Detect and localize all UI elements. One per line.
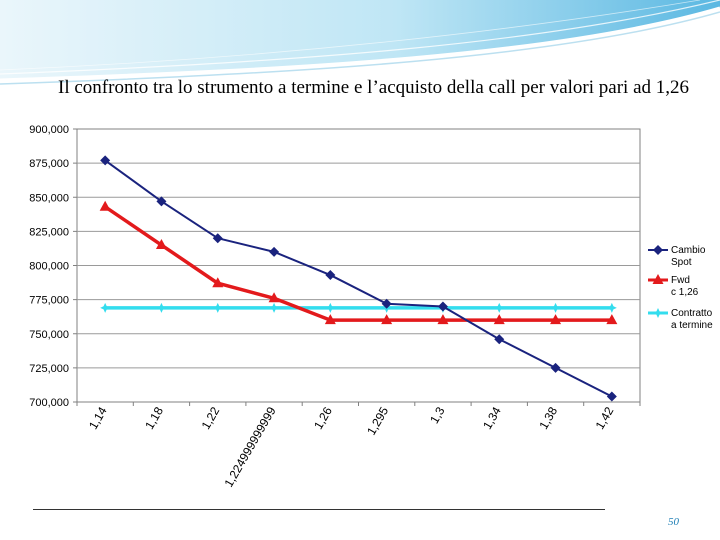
data-point (550, 362, 561, 373)
data-point (156, 196, 167, 207)
data-point (494, 334, 505, 345)
x-tick-label: 1,295 (364, 404, 391, 437)
y-tick-label: 875,000 (29, 158, 69, 170)
x-tick-label: 1,22 (199, 404, 223, 432)
data-point (550, 302, 561, 313)
data-point (325, 270, 336, 281)
data-point (606, 302, 617, 313)
x-tick-label: 1,3 (427, 404, 448, 426)
data-point (493, 314, 505, 325)
data-point (156, 302, 167, 313)
legend-swatch-marker (653, 308, 663, 318)
legend-label: Fwd c 1,26 (671, 275, 699, 298)
y-tick-label: 850,000 (29, 192, 69, 204)
data-point (494, 302, 505, 313)
data-point (100, 302, 111, 313)
data-point (381, 314, 393, 325)
y-tick-label: 800,000 (29, 261, 69, 273)
data-point (437, 301, 448, 312)
data-point (155, 239, 167, 250)
legend-label: Cambio Spot (671, 245, 706, 268)
data-point (269, 246, 280, 257)
data-point (550, 314, 562, 325)
x-tick-label: 1,26 (311, 404, 335, 432)
series-line (104, 159, 613, 398)
x-tick-label: 1,38 (536, 404, 560, 432)
legend-swatch-marker (652, 274, 664, 284)
legend-swatch-marker (653, 245, 663, 255)
data-point (325, 302, 336, 313)
page-number: 50 (668, 516, 679, 528)
x-tick-label: 1,42 (593, 404, 617, 432)
y-tick-label: 700,000 (29, 397, 69, 409)
x-tick-label: 1,224999999999 (221, 404, 278, 489)
y-tick-label: 725,000 (29, 363, 69, 375)
y-tick-label: 825,000 (29, 226, 69, 238)
series-line (104, 205, 612, 322)
y-tick-label: 900,000 (29, 124, 69, 136)
slide-title: Il confronto tra lo strumento a termine … (58, 77, 689, 98)
x-tick-label: 1,34 (480, 404, 504, 432)
header-banner (0, 0, 720, 85)
y-tick-label: 775,000 (29, 295, 69, 307)
y-tick-label: 750,000 (29, 329, 69, 341)
data-point (212, 302, 223, 313)
data-point (212, 233, 223, 244)
x-tick-label: 1,14 (86, 404, 110, 432)
data-point (606, 391, 617, 402)
x-tick-label: 1,18 (142, 404, 166, 432)
data-point (99, 200, 111, 211)
data-point (268, 292, 280, 303)
data-point (100, 155, 111, 166)
footer-divider (33, 509, 605, 510)
data-point (269, 302, 280, 313)
data-point (324, 314, 336, 325)
data-point (437, 314, 449, 325)
legend-label: Contratto a termine (671, 308, 713, 331)
data-point (606, 314, 618, 325)
data-point (212, 277, 224, 288)
data-point (381, 298, 392, 309)
